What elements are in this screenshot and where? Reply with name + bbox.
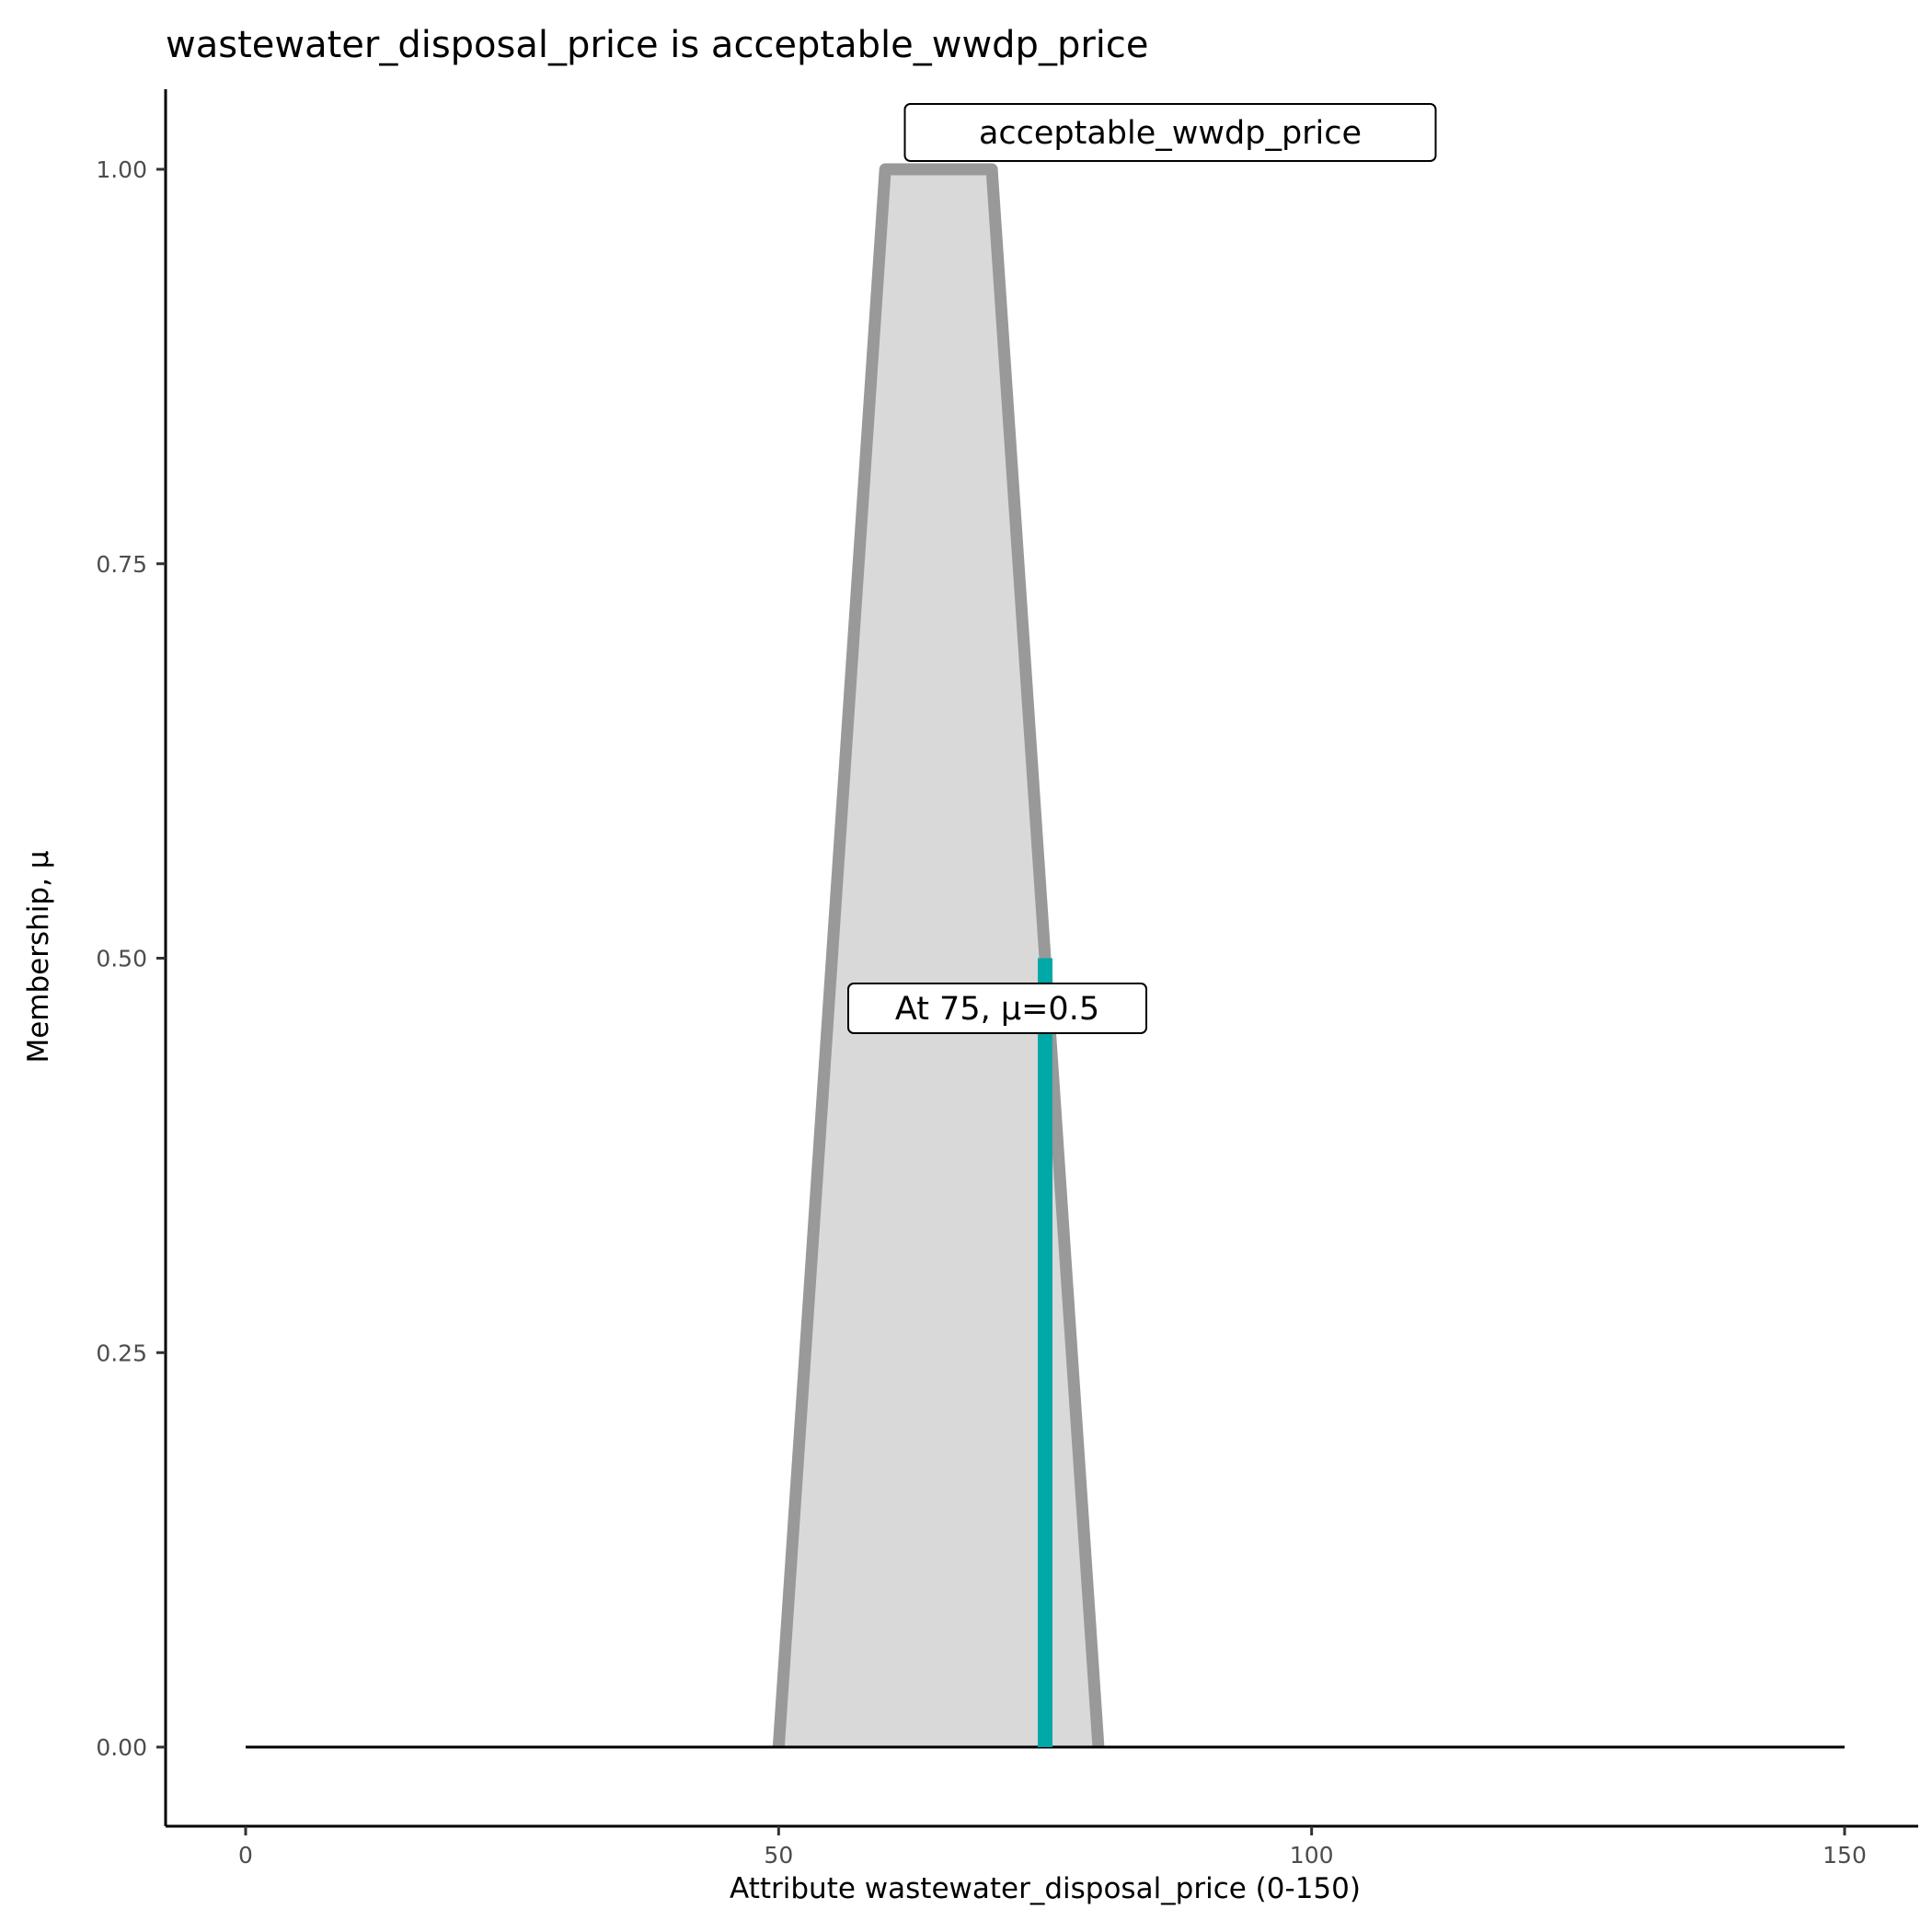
y-axis-ticks: 0.00 0.25 0.50 0.75 1.00	[96, 156, 166, 1761]
y-tick-label: 0.00	[96, 1734, 147, 1761]
chart-title: wastewater_disposal_price is acceptable_…	[166, 24, 1149, 66]
annotations: acceptable_wwdp_price At 75, μ=0.5	[847, 103, 1437, 1034]
y-tick-label: 0.75	[96, 551, 147, 578]
x-tick-label: 50	[764, 1842, 793, 1869]
x-tick-label: 0	[238, 1842, 253, 1869]
annotation-box	[903, 103, 1437, 162]
x-axis-ticks: 0 50 100 150	[238, 1826, 1867, 1869]
annotation-label: acceptable_wwdp_price	[979, 115, 1362, 152]
annotation-label: At 75, μ=0.5	[895, 991, 1099, 1028]
y-tick-label: 0.50	[96, 946, 147, 972]
x-tick-label: 100	[1290, 1842, 1334, 1869]
annotation-box	[847, 983, 1147, 1034]
x-tick-label: 150	[1823, 1842, 1867, 1869]
y-tick-label: 1.00	[96, 156, 147, 183]
plot-marks	[246, 163, 1845, 1749]
x-axis-title: Attribute wastewater_disposal_price (0-1…	[730, 1872, 1361, 1905]
y-tick-label: 0.25	[96, 1340, 147, 1366]
y-axis-title: Membership, μ	[22, 850, 55, 1063]
